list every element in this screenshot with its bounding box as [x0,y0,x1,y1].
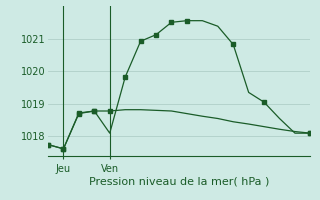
X-axis label: Pression niveau de la mer( hPa ): Pression niveau de la mer( hPa ) [89,176,269,186]
